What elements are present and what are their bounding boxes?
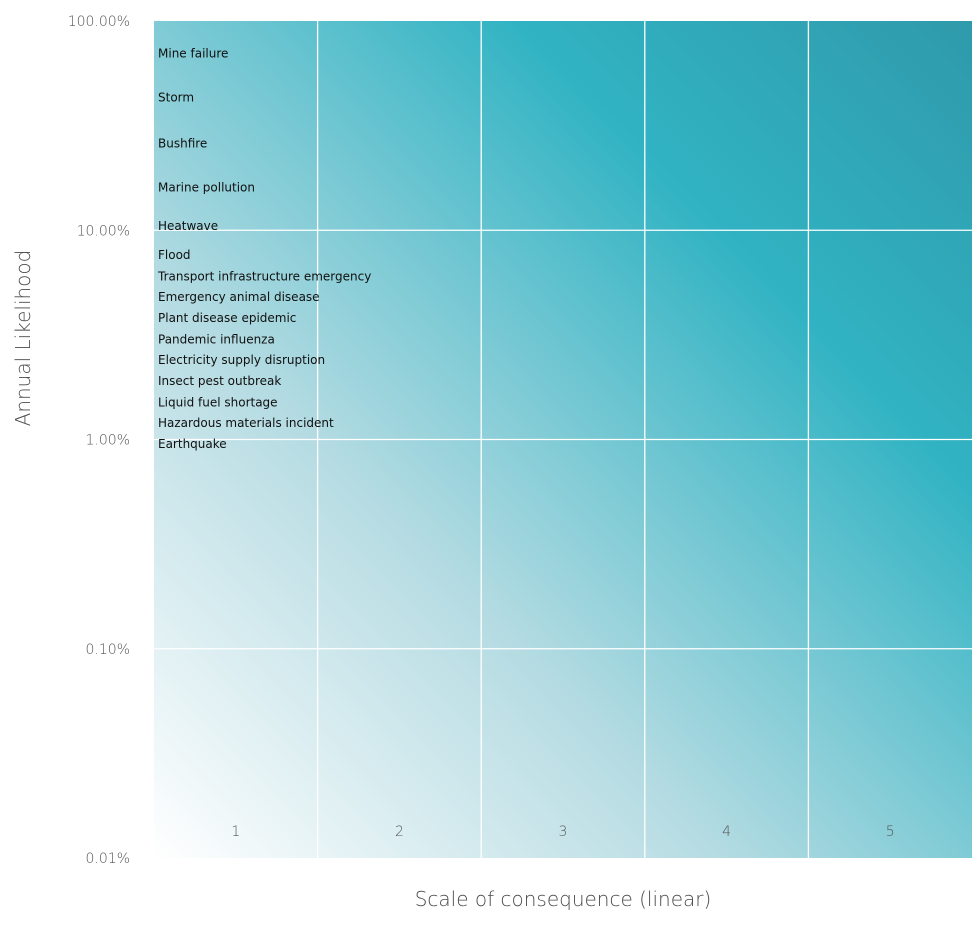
risk-label: Transport infrastructure emergency — [157, 270, 371, 284]
y-axis-title: Annual Likelihood — [11, 250, 35, 427]
y-tick-label: 0.10% — [86, 642, 130, 658]
risk-labels: Mine failure Storm Bushfire Marine pollutio… — [157, 46, 371, 451]
risk-label: Flood — [158, 248, 191, 262]
x-tick-label: 5 — [886, 824, 895, 840]
risk-label: Plant disease epidemic — [158, 311, 296, 325]
grid-lines — [154, 21, 972, 858]
risk-label: Earthquake — [158, 437, 227, 451]
risk-label: Mine failure — [158, 46, 228, 60]
risk-label: Heatwave — [158, 219, 218, 233]
y-tick-label: 0.01% — [86, 851, 130, 867]
x-axis-ticks: 1 2 3 4 5 — [231, 824, 894, 840]
risk-label: Bushfire — [158, 136, 207, 150]
y-tick-label: 1.00% — [86, 433, 130, 449]
y-axis-ticks: 100.00% 10.00% 1.00% 0.10% 0.01% — [68, 14, 130, 867]
y-tick-label: 100.00% — [68, 14, 130, 30]
risk-label: Marine pollution — [158, 181, 255, 195]
y-tick-label: 10.00% — [77, 223, 130, 239]
risk-label: Hazardous materials incident — [158, 416, 334, 430]
risk-label: Storm — [158, 91, 194, 105]
x-tick-label: 1 — [231, 824, 240, 840]
risk-label: Liquid fuel shortage — [158, 396, 278, 410]
risk-label: Emergency animal disease — [158, 290, 320, 304]
x-axis-title: Scale of consequence (linear) — [415, 887, 712, 911]
x-tick-label: 2 — [395, 824, 404, 840]
x-tick-label: 4 — [722, 824, 731, 840]
risk-label: Electricity supply disruption — [158, 353, 325, 367]
risk-label: Pandemic influenza — [158, 333, 275, 347]
risk-label: Insect pest outbreak — [158, 374, 281, 388]
x-tick-label: 3 — [559, 824, 568, 840]
